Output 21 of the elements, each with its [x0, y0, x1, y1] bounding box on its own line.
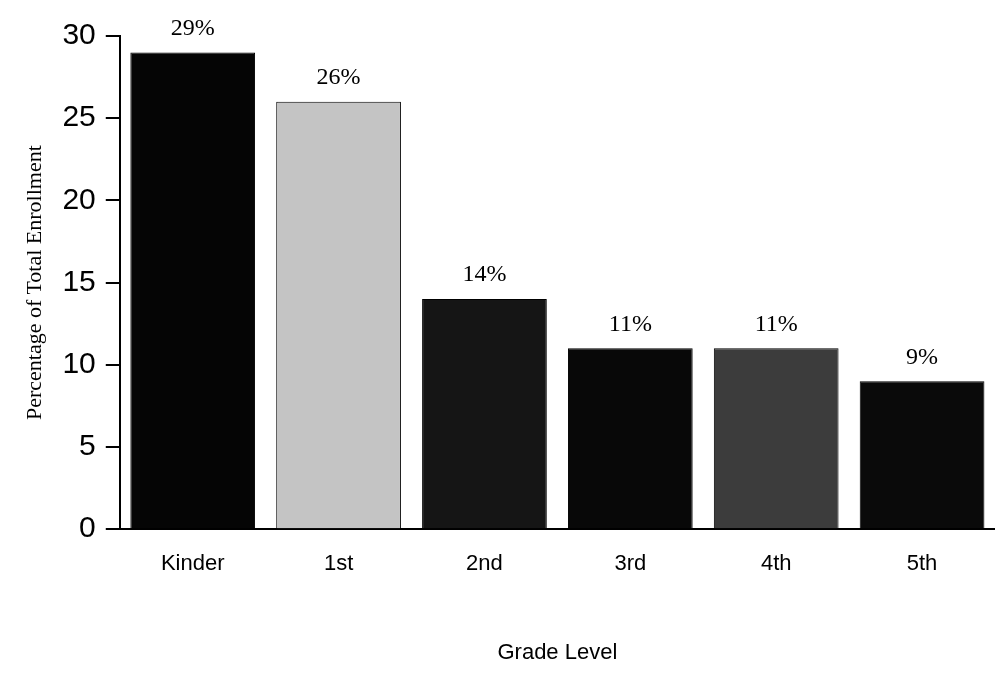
y-tick-label: 10	[62, 346, 96, 380]
y-tick-label: 30	[62, 17, 96, 51]
data-label: 9%	[906, 342, 939, 369]
x-tick-label: 3rd	[614, 550, 647, 576]
data-label: 29%	[170, 13, 215, 40]
x-tick-label: Kinder	[160, 550, 225, 576]
x-tick-label: 2nd	[466, 550, 503, 576]
x-tick-label: 4th	[760, 550, 792, 576]
x-axis-title: Grade Level	[497, 638, 618, 664]
x-tick-label: 1st	[323, 550, 354, 576]
x-tick-label: 5th	[906, 550, 938, 576]
y-tick-label: 25	[62, 99, 96, 133]
y-tick-label: 15	[62, 263, 96, 297]
data-label: 14%	[462, 260, 507, 287]
y-tick-label: 20	[62, 181, 96, 215]
data-label: 26%	[316, 63, 361, 90]
data-label: 11%	[754, 309, 798, 336]
y-tick-label: 0	[79, 510, 96, 544]
y-tick-label: 5	[79, 428, 96, 462]
y-axis-title: Percentage of Total Enrollment	[20, 145, 46, 420]
data-label: 11%	[608, 309, 652, 336]
